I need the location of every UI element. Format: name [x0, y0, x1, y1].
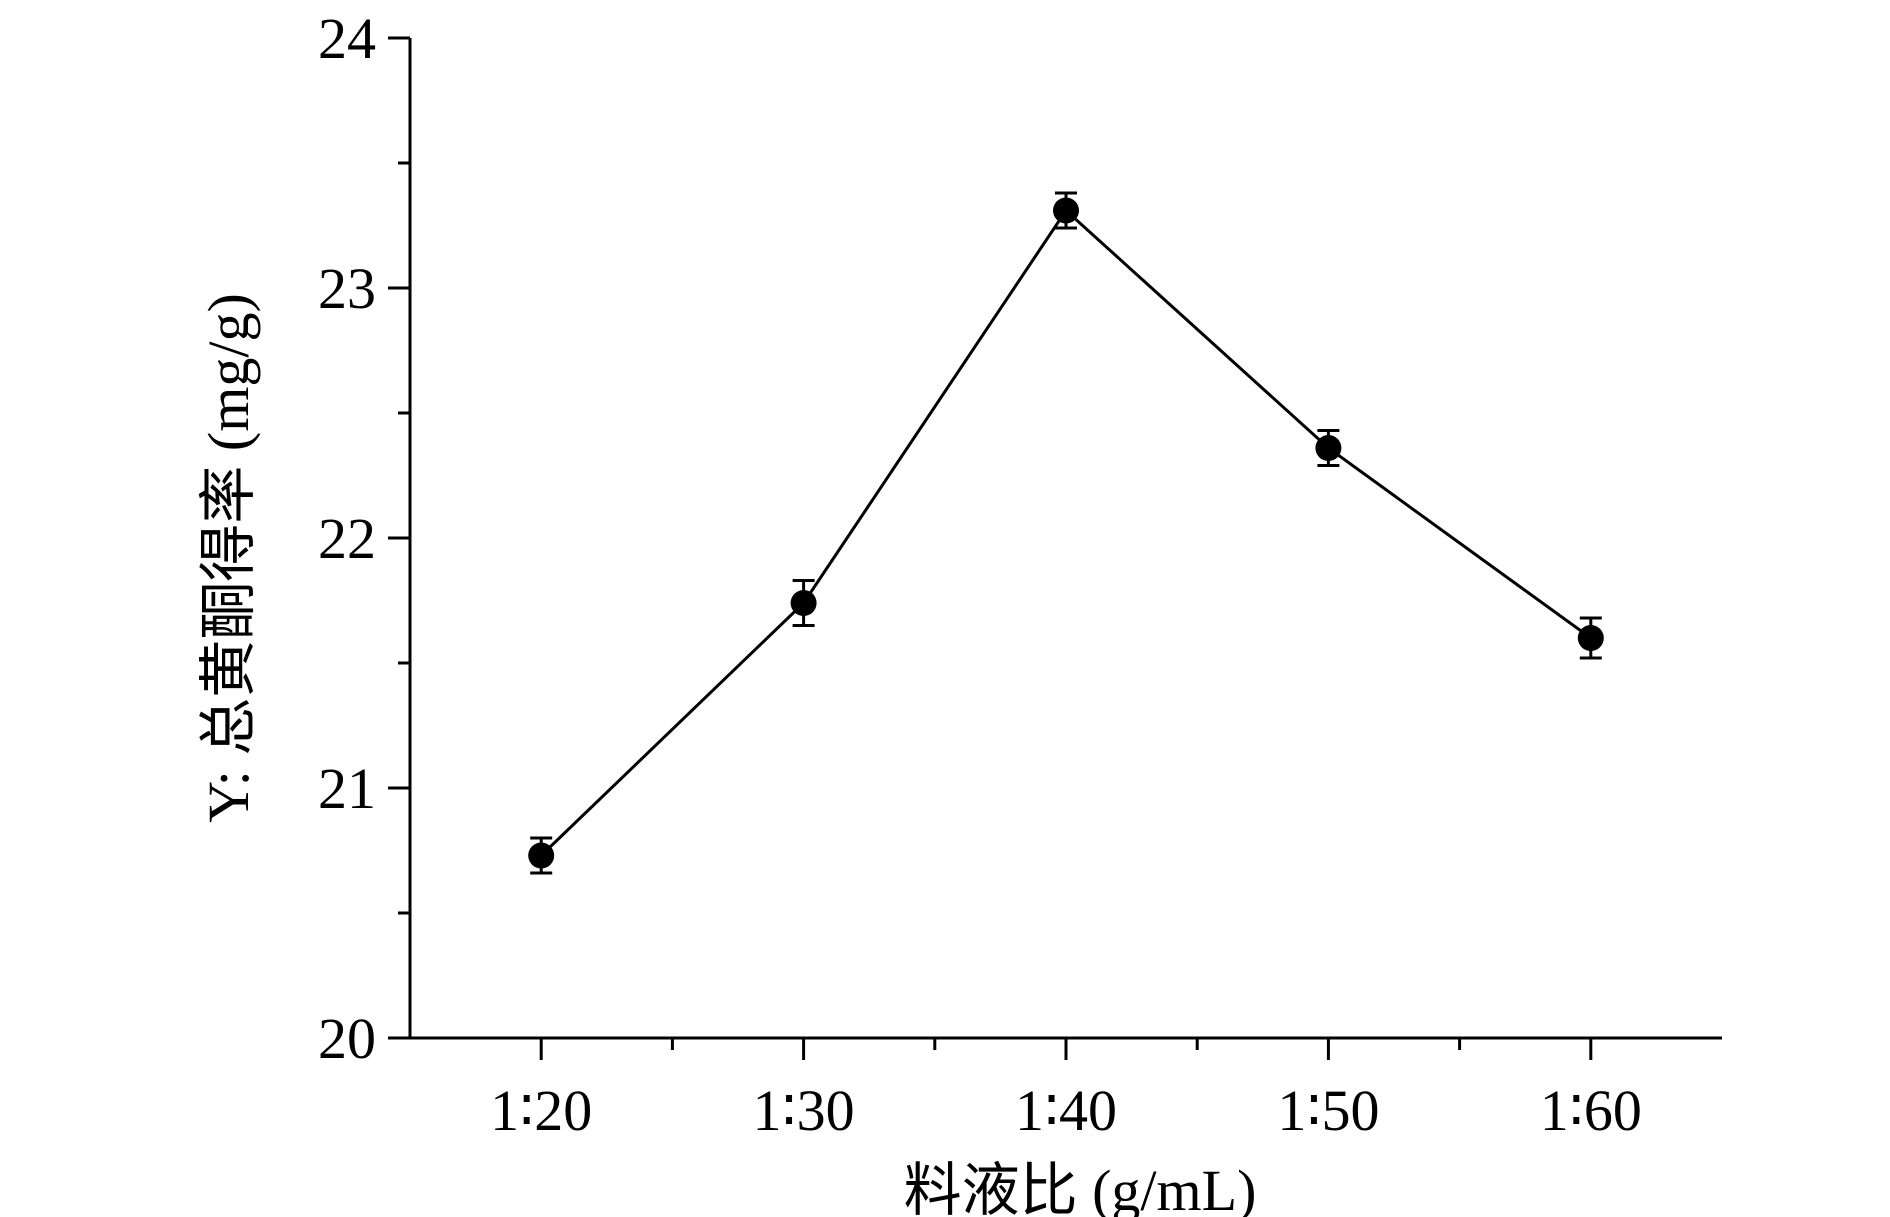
x-tick-label: 1∶50 [1277, 1078, 1379, 1143]
series-line [540, 208, 1592, 857]
y-tick-label: 24 [318, 6, 376, 71]
y-tick-label: 22 [318, 506, 376, 571]
data-point [1053, 197, 1079, 224]
y-axis-title: Y: 总黄酮得率 (mg/g) [196, 293, 261, 823]
data-point [1577, 625, 1604, 651]
x-axis-title: 料液比 (g/mL) [904, 1158, 1257, 1217]
axes: 20 21 22 23 24 1∶20 1∶30 1∶40 1∶50 1∶60 [318, 6, 1722, 1143]
data-point [790, 590, 817, 616]
y-tick-label: 20 [318, 1006, 376, 1071]
series-group [528, 191, 1604, 875]
y-tick-label: 21 [318, 756, 376, 821]
x-ticks: 1∶20 1∶30 1∶40 1∶50 1∶60 [490, 1038, 1642, 1143]
x-tick-label: 1∶40 [1015, 1078, 1117, 1143]
data-point [1315, 435, 1342, 461]
y-tick-label: 23 [318, 256, 376, 321]
x-tick-label: 1∶60 [1540, 1078, 1642, 1143]
data-point [528, 842, 555, 869]
x-tick-label: 1∶20 [490, 1078, 592, 1143]
x-tick-label: 1∶30 [753, 1078, 855, 1143]
y-ticks: 20 21 22 23 24 [318, 6, 410, 1071]
